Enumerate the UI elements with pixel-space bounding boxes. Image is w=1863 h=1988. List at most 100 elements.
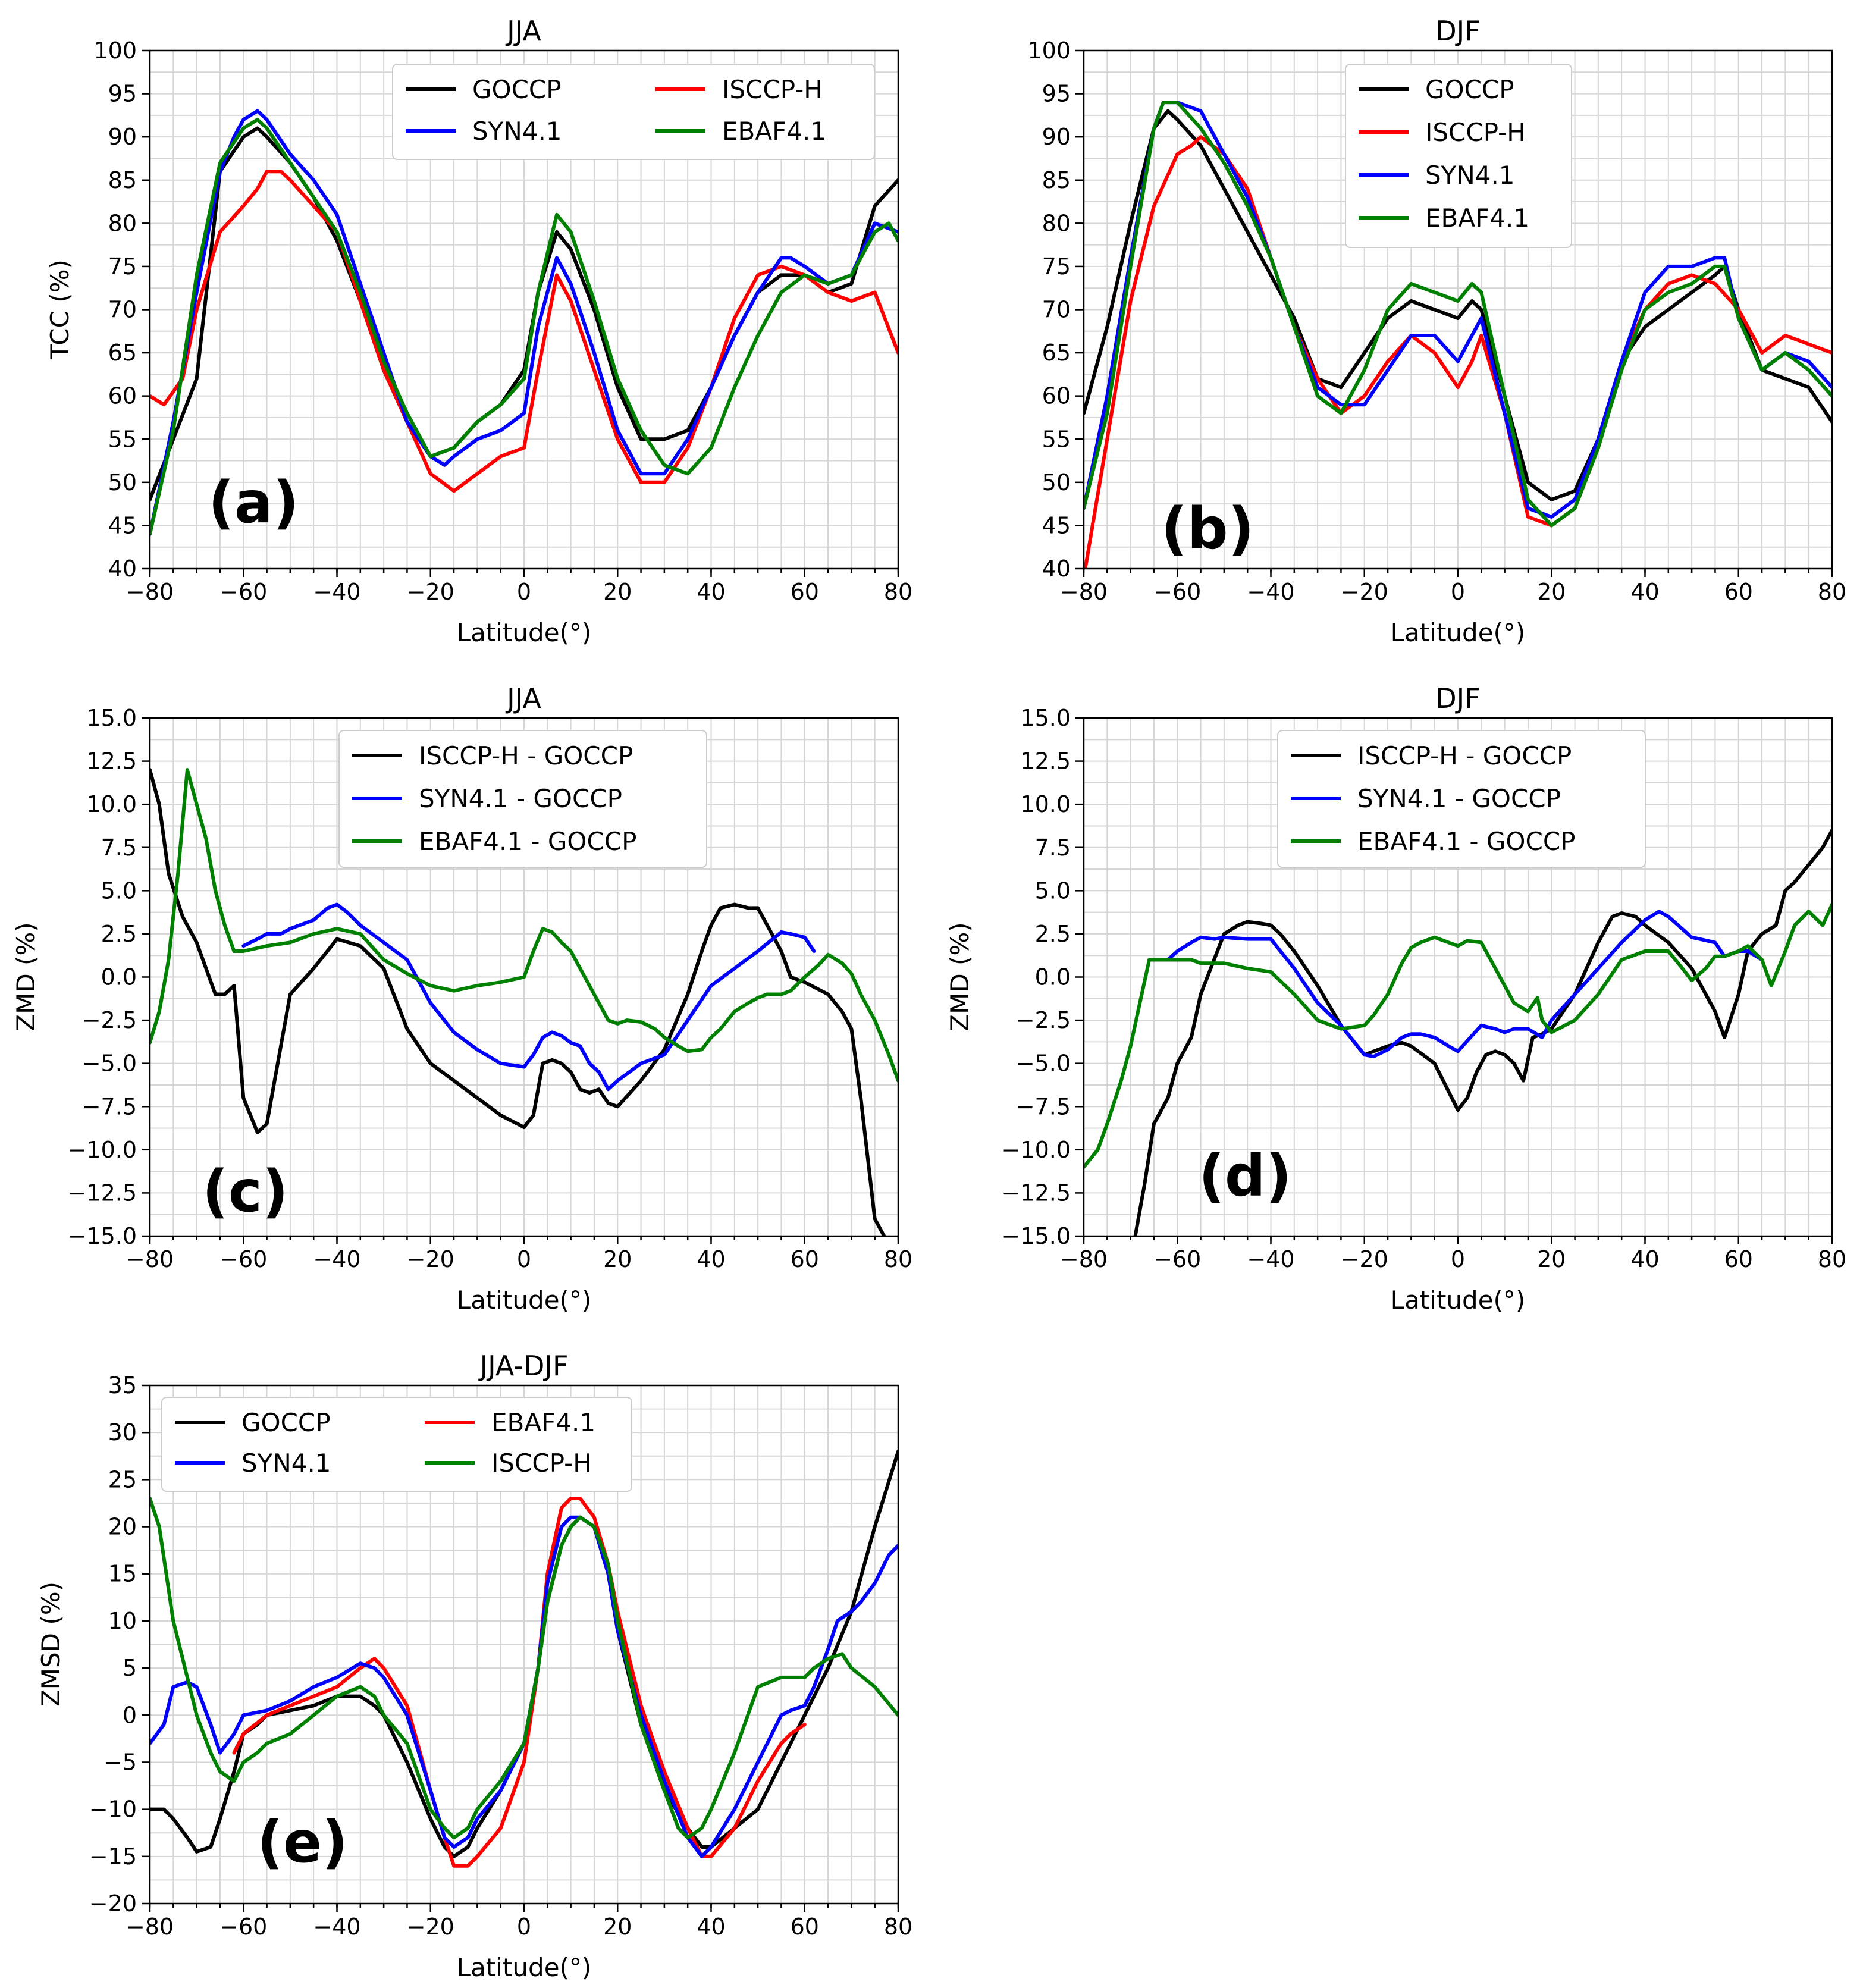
legend-label: EBAF4.1 [722,117,826,146]
panel-d: −80 −60 −40 −20 0 20 40 60 80 −15.0 −12.5 −10.0 −7.5… [945,682,1846,1315]
y-tick-label: 5.0 [1035,877,1071,904]
x-tick-label: −80 [1060,1246,1108,1272]
y-tick-label: 2.5 [1035,921,1071,947]
legend-a: GOCCP ISCCP-H SYN4.1 EBAF4.1 [392,64,875,160]
series-c [150,768,898,1236]
panel-c: −80 −60 −40 −20 0 20 40 60 80 −15.0 −12.5 −10.0 −7.5… [11,682,912,1315]
y-tick-label: −12.5 [1002,1180,1071,1206]
ticks-c: −80 −60 −40 −20 0 20 40 60 80 −15.0 −12.5 −10.0 −7.5… [68,705,913,1272]
y-tick-label: 15.0 [86,705,137,731]
y-tick-label: 60 [1042,383,1071,409]
x-tick-label: 60 [1724,579,1753,605]
panel-b: −80 −60 −40 −20 0 20 40 60 80 40 45 50 55 60 65 70 75 80 8… [1027,15,1846,647]
y-tick-label: 40 [1042,556,1071,582]
x-tick-label: −20 [407,579,454,605]
x-tick-label: 80 [884,1914,912,1940]
y-tick-label: 65 [1042,340,1071,366]
series-line-ebaf4-1-goccp [1084,902,1832,1169]
y-tick-label: 5 [123,1655,137,1681]
x-tick-label: 40 [697,1914,725,1940]
legend-label: ISCCP-H [491,1448,592,1478]
x-tick-label: −60 [219,1914,267,1940]
series-line-isccp-h [150,1497,898,1840]
x-tick-label: 0 [517,1914,531,1940]
legend-box-b [1345,64,1572,248]
legend-d: ISCCP-H - GOCCP SYN4.1 - GOCCP EBAF4.1 - G… [1277,730,1646,868]
series-line-syn4-1-goccp [1152,910,1764,1059]
legend-label: SYN4.1 [1425,161,1515,190]
legend-e: GOCCP EBAF4.1 SYN4.1 ISCCP-H [161,1397,632,1492]
x-tick-label: 80 [884,579,912,605]
x-axis-label-c: Latitude(°) [457,1285,592,1315]
y-tick-label: −15.0 [1002,1223,1071,1249]
y-tick-label: 15.0 [1020,705,1071,731]
y-tick-label: 45 [1042,512,1071,538]
y-tick-label: 60 [108,383,137,409]
x-tick-label: −80 [126,579,174,605]
legend-label: ISCCP-H - GOCCP [1357,741,1572,770]
x-tick-label: −80 [126,1246,174,1272]
series-line-syn4-1-goccp [242,902,816,1092]
x-tick-label: −60 [1153,1246,1201,1272]
y-tick-label: 12.5 [86,748,137,774]
y-tick-label: −20 [89,1890,137,1917]
x-tick-label: 60 [791,579,819,605]
y-tick-label: 95 [108,81,137,107]
y-tick-label: −15 [89,1843,137,1870]
y-tick-label: −15.0 [68,1223,137,1249]
panel-e: −80 −60 −40 −20 0 20 40 60 80 −20 −15 −10 −5 0 5 10 15 20… [36,1350,912,1982]
x-axis-label-b: Latitude(°) [1391,618,1526,647]
x-tick-label: −40 [1247,1246,1294,1272]
x-axis-label-a: Latitude(°) [457,618,592,647]
x-tick-label: 80 [1818,1246,1846,1272]
y-tick-label: 0.0 [101,964,137,990]
x-tick-label: −40 [313,579,360,605]
legend-box-c [338,730,707,868]
chart-title-e: JJA-DJF [478,1350,569,1382]
x-tick-label: 20 [1537,1246,1566,1272]
y-tick-label: 75 [108,253,137,280]
y-tick-label: 100 [93,37,137,64]
legend-label: ISCCP-H [1425,118,1526,147]
x-tick-label: −40 [1247,579,1294,605]
y-tick-label: −5.0 [82,1051,137,1077]
y-tick-label: 55 [1042,426,1071,452]
x-tick-label: −40 [313,1914,360,1940]
x-tick-label: 60 [1724,1246,1753,1272]
x-tick-label: 0 [517,1246,531,1272]
x-tick-label: −40 [313,1246,360,1272]
x-tick-label: 0 [1451,1246,1465,1272]
legend-b: GOCCP ISCCP-H SYN4.1 EBAF4.1 [1345,64,1572,248]
panel-label-a: (a) [208,469,299,536]
y-axis-label-c: ZMD (%) [11,922,40,1031]
ticks-a: −80 −60 −40 −20 0 20 40 60 80 40 45 50 55 60 65 70 75 80 8… [93,37,912,605]
y-tick-label: 10.0 [86,791,137,817]
y-tick-label: 25 [108,1466,137,1492]
legend-label: GOCCP [242,1408,331,1437]
y-tick-label: 35 [108,1372,137,1399]
legend-label: EBAF4.1 [1425,203,1529,233]
y-tick-label: 7.5 [101,835,137,861]
x-tick-label: −80 [126,1914,174,1940]
y-tick-label: 40 [108,556,137,582]
y-tick-label: 7.5 [1035,835,1071,861]
legend-box-d [1277,730,1646,868]
ticks-b: −80 −60 −40 −20 0 20 40 60 80 40 45 50 55 60 65 70 75 80 8… [1027,37,1846,605]
y-tick-label: 65 [108,340,137,366]
legend-label: EBAF4.1 - GOCCP [419,827,636,856]
x-tick-label: 0 [517,579,531,605]
ticks-d: −80 −60 −40 −20 0 20 40 60 80 −15.0 −12.5 −10.0 −7.5… [1002,705,1847,1272]
x-tick-label: 40 [1630,1246,1659,1272]
x-tick-label: 40 [697,579,725,605]
chart-title-a: JJA [505,15,541,47]
x-tick-label: −60 [219,1246,267,1272]
y-tick-label: 95 [1042,81,1071,107]
series-b [1084,101,1832,569]
y-tick-label: 30 [108,1419,137,1445]
y-tick-label: −2.5 [1016,1007,1071,1033]
y-tick-label: 50 [1042,469,1071,496]
x-tick-label: 20 [603,579,632,605]
x-axis-label-e: Latitude(°) [457,1953,592,1982]
panel-label-e: (e) [257,1809,348,1876]
